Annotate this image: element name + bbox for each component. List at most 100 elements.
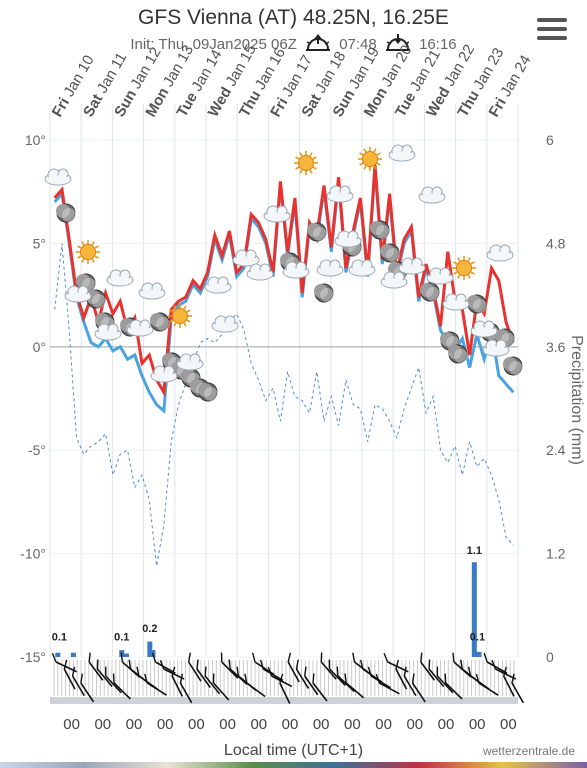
- wind-barb: [151, 652, 176, 674]
- moon-icon: [380, 243, 400, 263]
- sun-icon: [76, 240, 100, 264]
- precip-bar: [471, 562, 477, 657]
- x-tick-label: 00: [188, 716, 205, 733]
- right-axis-title: Precipitation (mm): [568, 335, 585, 465]
- precip-bar: [70, 652, 76, 657]
- wind-barb: [88, 652, 104, 681]
- wind-barb: [80, 673, 95, 703]
- x-tick-label: 00: [94, 716, 111, 733]
- wind-barb: [367, 666, 391, 689]
- moon-icon: [370, 220, 390, 240]
- cloud-icon: [380, 271, 408, 289]
- cloud-icon: [334, 230, 362, 248]
- wind-barb: [502, 666, 515, 697]
- x-tick-label: 00: [250, 716, 267, 733]
- sun-icon: [294, 151, 318, 175]
- sunset-icon: [385, 34, 410, 51]
- left-tick-label: 0°: [33, 339, 46, 355]
- wind-barb: [344, 673, 365, 699]
- wind-barb: [96, 659, 113, 688]
- right-tick-label: 4.8: [546, 235, 566, 251]
- moon-icon: [467, 294, 487, 314]
- wind-barb: [279, 673, 291, 704]
- wind-barb: [159, 659, 185, 680]
- wind-barb: [105, 666, 122, 694]
- dewpoint-line: [54, 243, 514, 567]
- chart-title: GFS Vienna (AT) 48.25N, 16.25E: [138, 6, 449, 29]
- hamburger-menu-icon[interactable]: [537, 18, 567, 42]
- cloud-icon: [211, 315, 239, 333]
- cloud-icon: [326, 185, 354, 203]
- x-axis-title: Local time (UTC+1): [223, 742, 364, 759]
- wind-barb: [483, 652, 508, 674]
- x-tick-label: 00: [438, 716, 455, 733]
- wind-barb: [511, 673, 525, 704]
- precip-label: 0.2: [142, 623, 157, 635]
- cloud-icon: [138, 282, 166, 300]
- wind-barb: [259, 659, 284, 682]
- precip-label: 0.1: [470, 631, 485, 643]
- cloud-icon: [398, 257, 426, 275]
- wind-barb: [375, 673, 400, 695]
- wind-barb: [287, 652, 300, 683]
- wind-barb: [244, 673, 266, 698]
- wind-barb: [220, 652, 239, 679]
- wind-barb: [411, 673, 426, 703]
- right-tick-label: 0: [546, 649, 554, 665]
- cloud-icon: [232, 249, 260, 267]
- left-tick-label: 10°: [25, 132, 46, 148]
- cloud-icon: [263, 205, 291, 223]
- wind-barb: [320, 652, 337, 680]
- cloud-icon: [282, 261, 310, 279]
- bottom-image-strip: [0, 762, 587, 768]
- wind-barb: [196, 659, 211, 688]
- precip-bar: [123, 653, 129, 657]
- wind-barb: [212, 673, 230, 701]
- wind-barb: [444, 673, 463, 700]
- right-tick-label: 1.2: [546, 546, 566, 562]
- left-tick-label: -5°: [28, 442, 46, 458]
- wind-barb: [295, 659, 310, 689]
- cloud-icon: [316, 259, 344, 277]
- wind-barb: [436, 666, 454, 694]
- cloud-icon: [204, 276, 232, 294]
- wind-barb: [267, 666, 293, 688]
- cloud-icon: [150, 365, 178, 383]
- init-time: Init: Thu, 09Jan2025 06Z: [130, 36, 297, 53]
- moon-icon: [198, 382, 218, 402]
- precip-label: 1.1: [467, 545, 482, 557]
- cloud-icon: [64, 285, 92, 303]
- cloud-icon: [442, 293, 470, 311]
- x-tick-label: 00: [375, 716, 392, 733]
- moon-icon: [448, 344, 468, 364]
- cloud-icon: [126, 319, 154, 337]
- sun-icon: [358, 147, 382, 171]
- precip-bar: [476, 651, 482, 657]
- sunrise-icon: [306, 34, 331, 51]
- precip-bar: [147, 641, 153, 657]
- wind-barb: [304, 666, 319, 696]
- cloud-icon: [486, 244, 514, 262]
- moon-icon: [314, 283, 334, 303]
- x-tick-label: 00: [126, 716, 143, 733]
- cloud-icon: [176, 353, 204, 371]
- left-tick-label: -10°: [20, 546, 46, 562]
- wind-barb: [71, 666, 85, 697]
- sun-icon: [168, 304, 192, 328]
- left-tick-label: -15°: [20, 649, 46, 665]
- sunrise-time: 07:48: [339, 36, 377, 53]
- moon-icon: [56, 203, 76, 223]
- sun-icon: [452, 256, 476, 280]
- x-tick-label: 00: [313, 716, 330, 733]
- wind-barb: [475, 673, 499, 696]
- wind-barb: [328, 659, 346, 687]
- credit-text: wetterzentrale.de: [482, 744, 575, 758]
- precip-bar: [55, 652, 61, 657]
- cloud-icon: [426, 267, 454, 285]
- wind-barb: [187, 652, 202, 682]
- wind-barb: [63, 659, 76, 690]
- cloud-icon: [94, 323, 122, 341]
- wind-barb: [428, 659, 445, 688]
- wind-barb: [204, 666, 221, 695]
